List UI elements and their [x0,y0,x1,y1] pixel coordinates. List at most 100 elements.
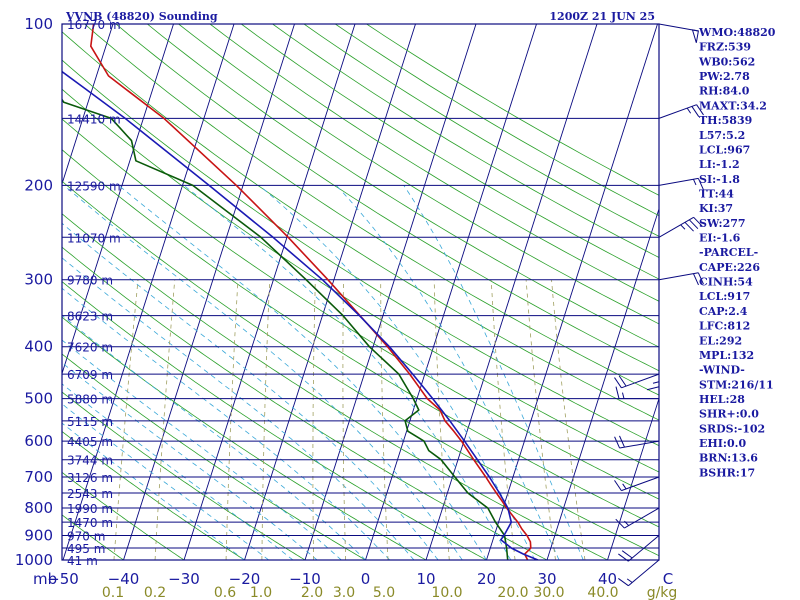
wind-barb-full [618,553,629,562]
mixing-ratio-line [312,279,316,560]
index-entry: SRDS:-102 [699,422,765,435]
dry-adiabat-line [62,316,427,560]
index-entry: SHR+:0.0 [699,408,759,421]
pressure-tick-label: 300 [24,271,53,289]
moist-adiabat-line [336,185,560,560]
height-label: 11070 m [67,231,121,245]
wind-barb-half [693,179,697,186]
wind-barb [658,23,699,43]
wind-barb-staff [624,507,660,529]
index-entry: KI:37 [699,202,733,215]
wind-barb-full [615,386,620,399]
moist-adiabat-line [62,383,294,560]
wind-barb-full [646,386,660,391]
wind-barb-full [693,216,703,227]
wind-barb-full [614,377,622,389]
mixing-ratio-line [342,279,346,560]
sounding-traces [62,24,539,560]
pressure-tick-label: 900 [24,526,53,544]
index-entry: TT:44 [699,187,734,200]
height-label: 6709 m [67,368,113,382]
temperature-trace [90,24,532,560]
index-entry: EL:292 [699,334,742,347]
isotherm-line [183,24,356,560]
pressure-tick-label: 500 [24,390,53,408]
height-label: 5880 m [67,393,113,407]
height-label: 970 m [67,529,105,543]
dry-adiabat-line [62,31,659,421]
height-label: 41 m [67,554,98,568]
index-entry: SI:-1.8 [699,173,740,186]
temperature-tick-label: −10 [289,570,321,588]
wind-barb-staff [621,373,660,389]
temperature-tick-label: 10 [416,570,435,588]
temperature-tick-label: 20 [477,570,496,588]
height-label: 495 m [67,542,105,556]
index-entry: CAP:2.4 [699,305,748,318]
pressure-unit-label: mb [33,570,57,588]
index-entry: WB0:562 [698,55,755,68]
wind-barb [658,272,704,286]
mixing-ratio-tick-label: g/kg [647,585,678,600]
index-entry: EHI:0.0 [699,437,746,450]
height-label: 4405 m [67,435,113,449]
wind-barb-full [693,273,699,286]
wind-barb [646,346,660,391]
temperature-tick-label: −20 [229,570,261,588]
wind-barb-staff [658,177,699,186]
height-label: 14410 m [67,112,121,126]
mixing-ratio-line [261,279,271,560]
chart-grid [62,24,659,560]
wind-barb [614,373,660,389]
moist-adiabat-line [62,257,415,560]
wind-barb [618,559,660,587]
wind-barb-full [618,375,627,387]
pressure-tick-label: 800 [24,499,53,517]
moist-adiabat-line [62,287,390,560]
wind-barb-full [688,219,699,230]
wind-barb-half [652,381,660,384]
isotherm-line [123,24,295,560]
mixing-ratio-tick-label: 2.0 [301,585,323,600]
mixing-ratio-line [225,279,239,560]
wind-barb [614,435,660,449]
index-entry: TH:5839 [699,114,752,127]
isotherm-line [304,24,477,560]
index-entry: LCL:917 [699,290,750,303]
index-entry: EI:-1.6 [699,232,741,245]
wind-barb-full [614,480,622,491]
wind-barb-full [619,435,625,448]
height-label: 1990 m [67,502,113,516]
index-entry: LFC:812 [699,320,750,333]
isotherm-line [607,397,659,560]
wind-barb-half [622,483,627,490]
temperature-tick-label: −40 [108,570,140,588]
index-entry: HEL:28 [699,393,745,406]
height-label: 5115 m [67,415,113,429]
mixing-ratio-line [113,279,139,560]
pressure-tick-label: 100 [24,15,53,33]
mixing-ratio-tick-label: 40.0 [587,585,618,600]
index-entry: PW:2.78 [699,70,750,83]
mixing-ratio-tick-label: 20.0 [497,585,528,600]
height-label: 8623 m [67,310,113,324]
height-label: 7620 m [67,341,113,355]
mixing-ratio-tick-label: 0.2 [144,585,166,600]
temperature-tick-label: −50 [47,570,79,588]
pressure-tick-label: 700 [24,468,53,486]
isotherm-line [62,24,114,186]
mixing-ratio-tick-label: 0.1 [102,585,124,600]
wind-barb-half [686,107,692,114]
isobar-lines [62,23,659,561]
wind-barb-half [624,520,630,526]
index-entry: LCL:967 [699,143,750,156]
pressure-tick-label: 400 [24,338,53,356]
wind-barb [615,386,659,400]
index-entry: STM:216/11 [699,378,774,391]
wind-barb-staff [619,440,660,449]
axis-labels: 16770 m 14410 m 12590 m 11070 m 9780 m 8623 m… [15,15,677,600]
wind-barb-staff [628,535,660,562]
temperature-tick-label: 0 [361,570,371,588]
